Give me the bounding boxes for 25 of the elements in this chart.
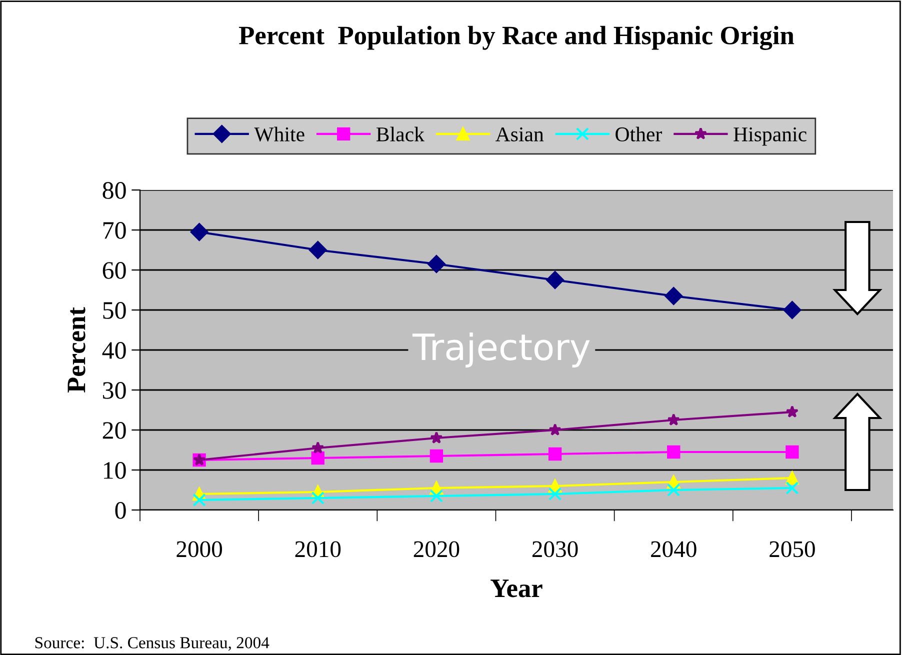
x-tick-label: 2040 (651, 541, 696, 558)
x-axis-title: Year (490, 580, 542, 598)
y-tick-label: 80 (102, 182, 126, 199)
legend-label: Asian (496, 127, 544, 142)
source-note: Source: U.S. Census Bureau, 2004 (35, 637, 270, 651)
y-tick-label: 40 (102, 342, 126, 359)
y-axis-title: Percent (68, 307, 86, 393)
x-tick-label: 2000 (176, 541, 222, 558)
y-tick-label: 70 (103, 222, 126, 239)
x-tick-label: 2050 (770, 541, 815, 558)
chart-title: Percent Population by Race and Hispanic Origin (238, 26, 794, 50)
x-tick-label: 2010 (295, 541, 341, 558)
y-tick-label: 20 (102, 422, 126, 439)
legend-label: Black (376, 126, 424, 142)
y-tick-label: 60 (102, 262, 126, 279)
y-tick-label: 0 (115, 502, 126, 519)
annotation: Trajectory (412, 332, 590, 368)
y-tick-label: 30 (103, 382, 126, 399)
legend-label: Other (616, 126, 662, 142)
x-tick-label: 2020 (414, 541, 460, 558)
legend-label: White (254, 126, 304, 142)
y-tick-label: 50 (103, 302, 126, 319)
x-tick-label: 2030 (532, 541, 578, 558)
legend-label: Hispanic (734, 127, 806, 146)
y-tick-label: 10 (104, 462, 126, 479)
